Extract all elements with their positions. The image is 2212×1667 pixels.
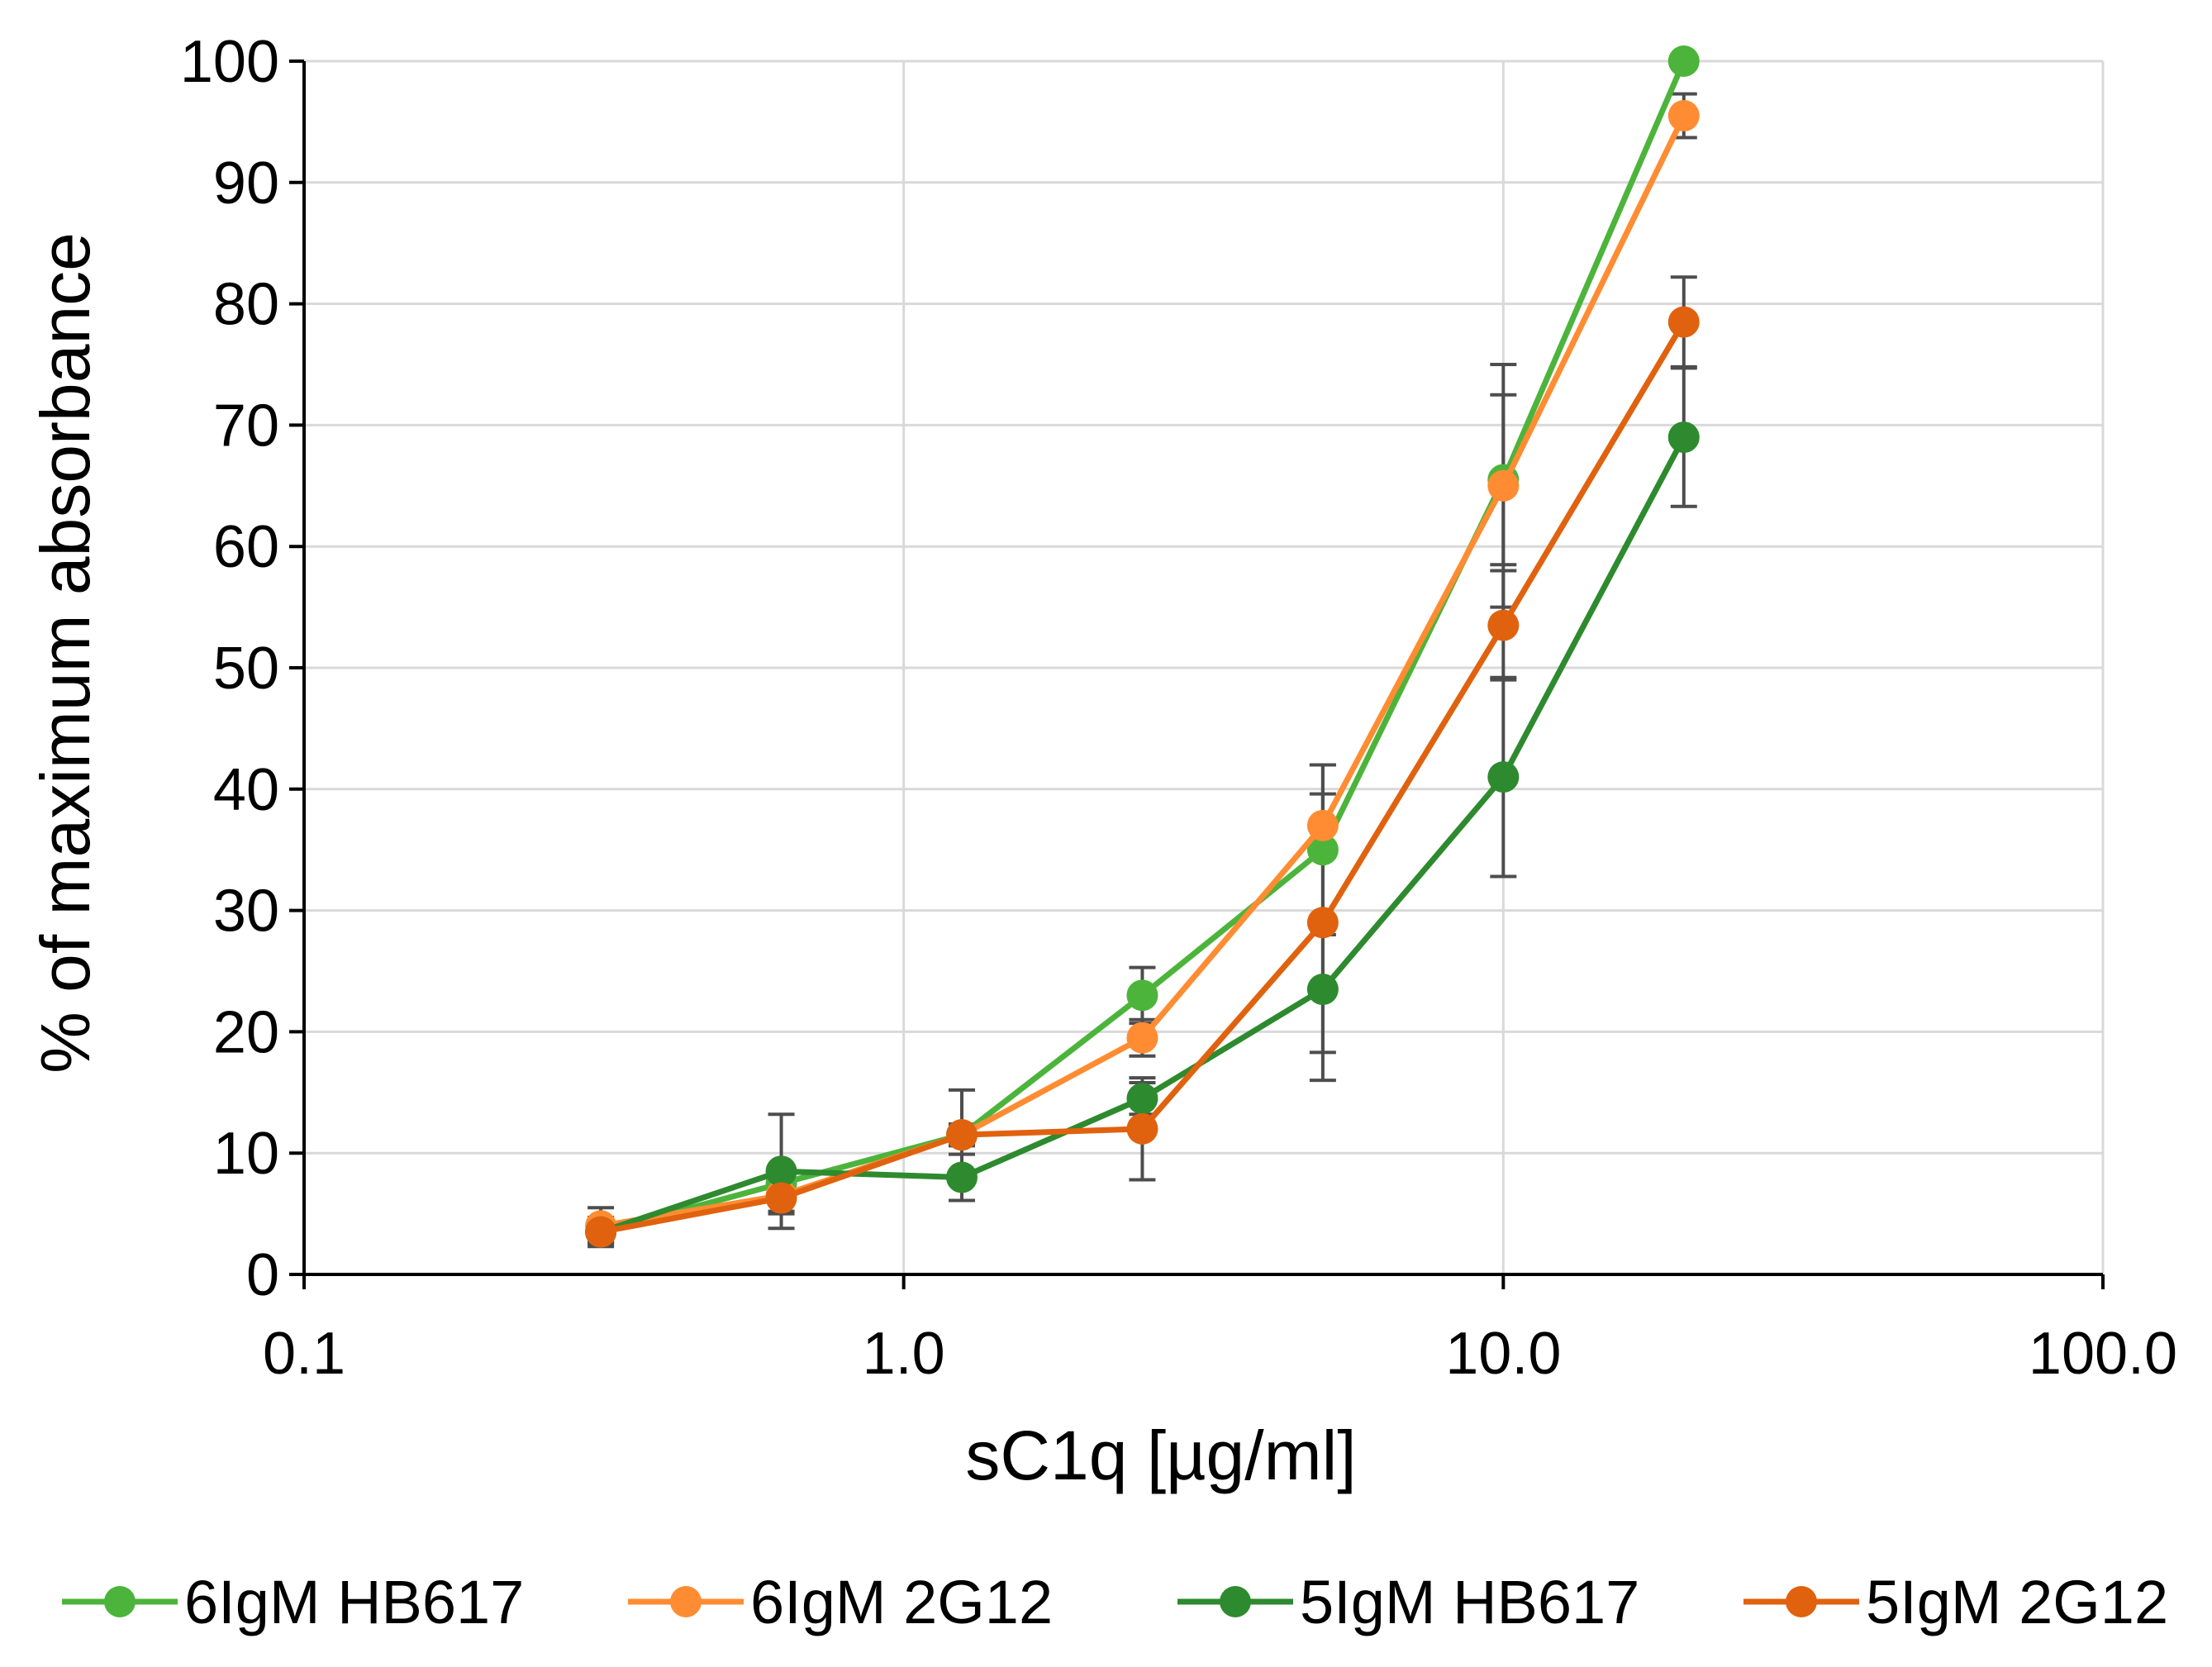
legend-item: 5IgM HB617 [1177,1568,1639,1636]
y-tick-label: 20 [213,999,279,1065]
series-line [600,114,1686,1229]
axes [289,60,2105,1289]
legend-label: 5IgM 2G12 [1866,1568,2168,1636]
legend-swatch-marker [670,1586,702,1617]
data-point [1487,761,1520,793]
series-0 [585,45,1700,1248]
data-point [945,1119,978,1151]
data-point [765,1155,797,1188]
gridlines [304,60,2105,1274]
data-point [1487,609,1520,641]
data-point [1487,469,1520,502]
y-tick-label: 80 [213,272,279,338]
data-point [1126,1083,1158,1115]
data-point [765,1182,797,1214]
error-bars [587,92,1697,1249]
x-tick-label: 1.0 [863,1321,945,1387]
legend-item: 6IgM 2G12 [628,1568,1053,1636]
legend-swatch-marker [1220,1586,1251,1617]
x-tick-label: 10.0 [1445,1321,1561,1387]
series-3 [585,306,1700,1248]
y-tick-label: 40 [213,757,279,823]
data-point [1306,834,1339,866]
legend-label: 6IgM 2G12 [750,1568,1053,1636]
data-point [945,1161,978,1193]
data-point [1126,1112,1158,1145]
legend-swatch-marker [1786,1586,1817,1617]
y-tick-label: 60 [213,514,279,580]
legend-item: 5IgM 2G12 [1743,1568,2168,1636]
legend: 6IgM HB617 6IgM 2G12 5IgM HB617 5IgM 2G12 [62,1568,2168,1636]
y-tick-label: 0 [246,1242,279,1308]
y-tick-label: 10 [213,1121,279,1187]
y-tick-label: 30 [213,879,279,945]
data-point [1667,422,1700,454]
data-point [1126,979,1158,1012]
y-tick-label: 90 [213,150,279,217]
y-tick-label: 50 [213,636,279,702]
y-tick-label: 70 [213,393,279,459]
x-axis-title: sC1q [µg/ml] [965,1417,1356,1494]
data-point [1306,809,1339,841]
y-axis-title: % of maximum absorbance [26,232,104,1074]
data-point [1306,974,1339,1006]
legend-label: 6IgM HB617 [184,1568,524,1636]
data-point [1306,907,1339,939]
tick-labels: 0 10 20 30 40 50 60 70 80 90 100 0.1 1.0 10.0 100.0 [180,29,2177,1387]
data-point [1667,100,1700,132]
legend-item: 6IgM HB617 [62,1568,524,1636]
data-point [1667,45,1700,77]
data-point [1126,1022,1158,1054]
y-tick-label: 100 [180,29,279,95]
series-1 [585,100,1700,1242]
series-lines [585,45,1700,1248]
legend-label: 5IgM HB617 [1300,1568,1639,1636]
x-tick-label: 100.0 [2029,1321,2177,1387]
data-point [585,1216,617,1248]
x-tick-label: 0.1 [263,1321,345,1387]
legend-swatch-marker [104,1586,136,1617]
data-point [1667,306,1700,338]
